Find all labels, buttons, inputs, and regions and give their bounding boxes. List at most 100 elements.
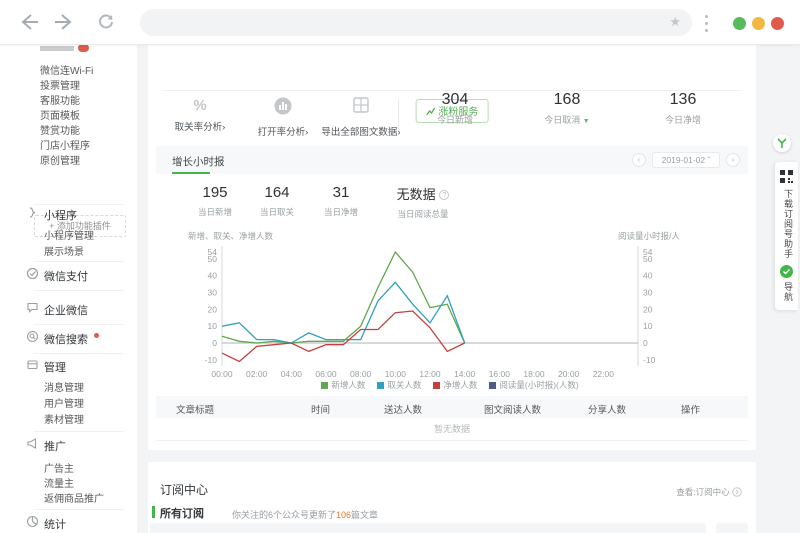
sidebar-item-template[interactable]: 页面模板 xyxy=(40,111,80,122)
stat-today-cancel: 168 今日取消 ▼ xyxy=(544,91,590,125)
back-icon[interactable] xyxy=(19,13,39,31)
wechat-pay-icon xyxy=(26,267,39,280)
svg-text:-10: -10 xyxy=(205,355,218,365)
legend-new[interactable]: 新增人数 xyxy=(321,379,365,391)
svg-text:14:00: 14:00 xyxy=(454,369,476,379)
col-actions: 操作 xyxy=(681,405,701,416)
sidebar-item-wifi[interactable]: 微信连Wi-Fi xyxy=(40,66,94,77)
subscription-panel xyxy=(148,462,756,533)
subscription-assistant-tab[interactable]: 下载订阅号助手 导航 xyxy=(775,162,798,310)
sidebar-item-miniprogram-manage[interactable]: 小程序管理 xyxy=(44,231,94,242)
stat-day-unfollow: 164 当日取关 xyxy=(259,184,294,217)
open-rate-link[interactable]: 打开率分析› xyxy=(243,97,323,138)
svg-text:08:00: 08:00 xyxy=(350,369,372,379)
sidebar-section-promotion[interactable]: 推广 xyxy=(44,441,66,453)
sidebar-item-service[interactable]: 客服功能 xyxy=(40,96,80,107)
address-bar[interactable]: ★ xyxy=(140,9,692,36)
svg-text:00:00: 00:00 xyxy=(211,369,233,379)
help-icon[interactable]: ? xyxy=(439,190,450,200)
legend-net[interactable]: 净增人数 xyxy=(433,379,477,391)
trend-down-icon: ▼ xyxy=(582,118,590,125)
excel-sheet-icon xyxy=(353,97,369,113)
add-plugin-button[interactable]: + 添加功能插件 xyxy=(34,215,126,237)
sidebar-item-message-manage[interactable]: 消息管理 xyxy=(44,383,84,394)
date-next-button[interactable]: › xyxy=(726,153,740,167)
bookmark-star-icon[interactable]: ★ xyxy=(669,14,681,29)
sidebar-item-original[interactable]: 原创管理 xyxy=(40,156,80,167)
svg-text:阅读量小时报/人: 阅读量小时报/人 xyxy=(618,231,680,241)
updated-count: 106 xyxy=(336,510,352,520)
svg-text:50: 50 xyxy=(208,254,218,264)
statistics-icon xyxy=(26,515,39,528)
sidebar-item-reward[interactable]: 赞赏功能 xyxy=(40,126,80,137)
svg-text:20: 20 xyxy=(208,304,218,314)
traffic-light-red[interactable] xyxy=(771,17,784,30)
export-article-data-link[interactable]: 导出全部图文数据› xyxy=(306,97,416,138)
refresh-icon[interactable] xyxy=(97,13,115,31)
article-table-header: 文章标题 时间 送达人数 图文阅读人数 分享人数 操作 xyxy=(156,396,748,418)
all-subscriptions-tab[interactable]: 所有订阅 xyxy=(160,508,204,520)
sidebar-section-statistics[interactable]: 统计 xyxy=(44,519,66,531)
caret-up-icon: ˆ xyxy=(707,155,711,165)
col-article-title: 文章标题 xyxy=(176,405,215,416)
assistant-bubble[interactable] xyxy=(773,134,791,152)
view-subscription-link[interactable]: 查看:订阅中心 xyxy=(676,486,742,498)
svg-text:40: 40 xyxy=(208,271,218,281)
col-reads: 图文阅读人数 xyxy=(484,405,542,416)
chart-up-icon xyxy=(426,107,436,116)
manage-icon xyxy=(27,360,38,370)
svg-text:30: 30 xyxy=(643,287,653,297)
assistant-icon xyxy=(777,138,787,148)
col-shares: 分享人数 xyxy=(588,405,627,416)
sidebar-item-traffic-owner[interactable]: 流量主 xyxy=(44,479,74,490)
sidebar-item-vote[interactable]: 投票管理 xyxy=(40,81,80,92)
circle-arrow-icon xyxy=(732,487,742,497)
traffic-light-yellow[interactable] xyxy=(752,17,765,30)
stat-day-new: 195 当日新增 xyxy=(197,184,232,217)
svg-text:30: 30 xyxy=(208,287,218,297)
sidebar-item-store[interactable]: 门店小程序 xyxy=(40,141,90,152)
traffic-light-green[interactable] xyxy=(733,17,746,30)
svg-text:50: 50 xyxy=(643,254,653,264)
miniprogram-icon xyxy=(29,207,36,218)
sidebar-item-advertiser[interactable]: 广告主 xyxy=(44,464,74,475)
svg-text:16:00: 16:00 xyxy=(489,369,511,379)
download-assistant-label: 下载订阅号助手 xyxy=(783,189,793,259)
sidebar-section-wechat-search[interactable]: 微信搜索 xyxy=(44,334,88,346)
sidebar-section-wechat-pay[interactable]: 微信支付 xyxy=(44,271,88,283)
subscription-card-stub-2 xyxy=(716,523,748,533)
sidebar-item-display-scene[interactable]: 展示场景 xyxy=(44,247,84,258)
table-empty-state: 暂无数据 xyxy=(433,424,470,434)
sidebar-item-user-manage[interactable]: 用户管理 xyxy=(44,399,84,410)
growth-report-title: 增长小时报 xyxy=(172,156,225,168)
svg-text:12:00: 12:00 xyxy=(419,369,441,379)
stat-day-reads: 无数据 ? 当日阅读总量 xyxy=(396,187,450,219)
active-tab-bar xyxy=(152,506,155,518)
browser-menu-icon[interactable] xyxy=(705,15,708,36)
nav-label: 导航 xyxy=(783,282,793,302)
promotion-icon xyxy=(27,438,37,449)
forward-icon[interactable] xyxy=(54,13,74,31)
sidebar-item-partial[interactable] xyxy=(40,46,74,51)
sidebar-item-material-manage[interactable]: 素材管理 xyxy=(44,415,84,426)
sidebar-section-miniprogram[interactable]: 小程序 xyxy=(44,210,77,222)
date-prev-button[interactable]: ‹ xyxy=(632,153,646,167)
plus-icon: + xyxy=(49,221,55,231)
sidebar-section-work-wechat[interactable]: 企业微信 xyxy=(44,305,88,317)
legend-unfollow[interactable]: 取关人数 xyxy=(377,379,421,391)
sidebar-item-rebate-goods[interactable]: 返佣商品推广 xyxy=(44,494,104,505)
svg-text:20:00: 20:00 xyxy=(558,369,580,379)
browser-toolbar: ★ xyxy=(0,0,800,45)
legend-reads[interactable]: 阅读量(小时报)(人数) xyxy=(489,379,579,391)
svg-text:0: 0 xyxy=(212,338,217,348)
stat-day-net: 31 当日净增 xyxy=(323,184,358,217)
svg-text:40: 40 xyxy=(643,271,653,281)
col-time: 时间 xyxy=(311,405,331,416)
date-picker[interactable]: 2019-01-02 ˆ xyxy=(652,152,720,168)
grow-followers-button[interactable]: 涨粉服务 xyxy=(415,99,489,123)
growth-report-header: 增长小时报 ‹ 2019-01-02 ˆ › xyxy=(156,146,748,174)
unfollow-rate-link[interactable]: % 取关率分析› xyxy=(174,97,226,133)
sidebar-section-manage[interactable]: 管理 xyxy=(44,362,66,374)
analytics-panel: 涨粉服务 % 取关率分析› 打开率分析› 导出全部图文数据› 304 今 xyxy=(148,45,756,450)
